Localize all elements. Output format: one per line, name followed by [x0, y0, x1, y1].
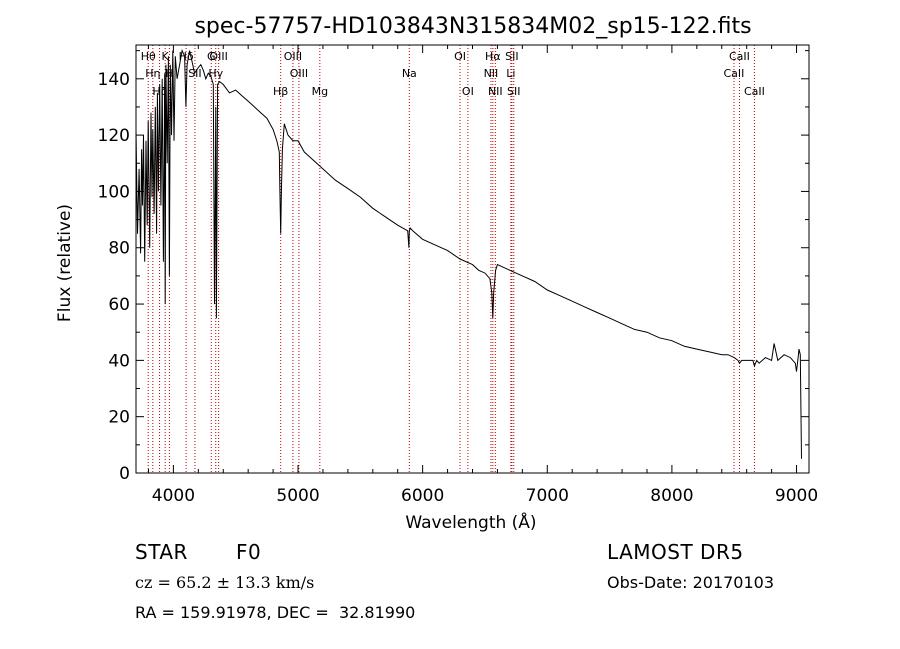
y-tick-label-5: 100	[98, 182, 130, 202]
marker-label-8: Hγ	[208, 67, 223, 80]
marker-label-4: H	[165, 67, 173, 80]
marker-label-18: Hα	[485, 50, 501, 63]
spectral-line-markers	[147, 45, 755, 473]
x-tick-label-0: 4000	[152, 486, 195, 506]
y-axis-ticks: 0 20 40 60 80 100 120 140	[98, 50, 809, 484]
marker-label-24: CaII	[729, 50, 750, 63]
marker-label-11: OIII	[284, 50, 302, 63]
x-axis-label: Wavelength (Å)	[405, 511, 536, 533]
object-class: STAR	[135, 540, 188, 564]
marker-label-0: Hθ	[141, 50, 156, 63]
spectrum-line	[135, 48, 802, 459]
marker-label-13: Mg	[312, 85, 328, 98]
marker-label-22: SII	[507, 85, 520, 98]
coordinates: RA = 159.91978, DEC = 32.81990	[135, 603, 416, 622]
x-tick-label-3: 7000	[526, 486, 569, 506]
x-axis-ticks: 4000 5000 6000 7000 8000 9000	[147, 45, 818, 506]
x-tick-label-4: 8000	[650, 486, 693, 506]
observation-date: Obs-Date: 20170103	[607, 573, 775, 592]
marker-label-12: OIII	[290, 67, 308, 80]
marker-label-1: Hη	[145, 67, 160, 80]
x-tick-label-2: 6000	[401, 486, 444, 506]
y-axis-label: Flux (relative)	[55, 204, 75, 322]
y-tick-label-2: 40	[108, 351, 130, 371]
marker-label-20: Li	[506, 67, 515, 80]
y-tick-label-6: 120	[98, 126, 130, 146]
marker-label-21: SII	[505, 50, 518, 63]
marker-label-19: NII	[488, 85, 503, 98]
marker-label-16: OI	[462, 85, 474, 98]
plot-frame	[135, 44, 810, 474]
y-tick-label-0: 0	[119, 464, 130, 484]
chart-title: spec-57757-HD103843N315834M02_sp15-122.f…	[194, 14, 751, 39]
y-tick-label-4: 80	[108, 239, 130, 259]
marker-label-15: OI	[454, 50, 466, 63]
marker-label-10: Hβ	[273, 85, 288, 98]
subclass: F0	[236, 540, 262, 564]
spectral-line-labels: HθHηHζKHHδSIIGHγOIIIHβOIIIOIIIMgNaOIOINI…	[141, 50, 765, 98]
y-tick-label-1: 20	[108, 408, 130, 428]
survey-name: LAMOST DR5	[607, 540, 744, 564]
marker-label-9: OIII	[209, 50, 227, 63]
x-tick-label-5: 9000	[775, 486, 818, 506]
marker-label-14: Na	[402, 67, 417, 80]
marker-label-3: K	[162, 50, 170, 63]
y-tick-label-7: 140	[98, 70, 130, 90]
marker-label-23: CaII	[724, 67, 745, 80]
marker-label-25: CaII	[744, 85, 765, 98]
redshift-value: cz = 65.2 ± 13.3 km/s	[135, 573, 315, 592]
y-tick-label-3: 60	[108, 295, 130, 315]
marker-label-7: G	[207, 50, 216, 63]
x-tick-label-1: 5000	[276, 486, 319, 506]
marker-label-17: NII	[484, 67, 499, 80]
spectrum-chart: spec-57757-HD103843N315834M02_sp15-122.f…	[55, 14, 818, 533]
